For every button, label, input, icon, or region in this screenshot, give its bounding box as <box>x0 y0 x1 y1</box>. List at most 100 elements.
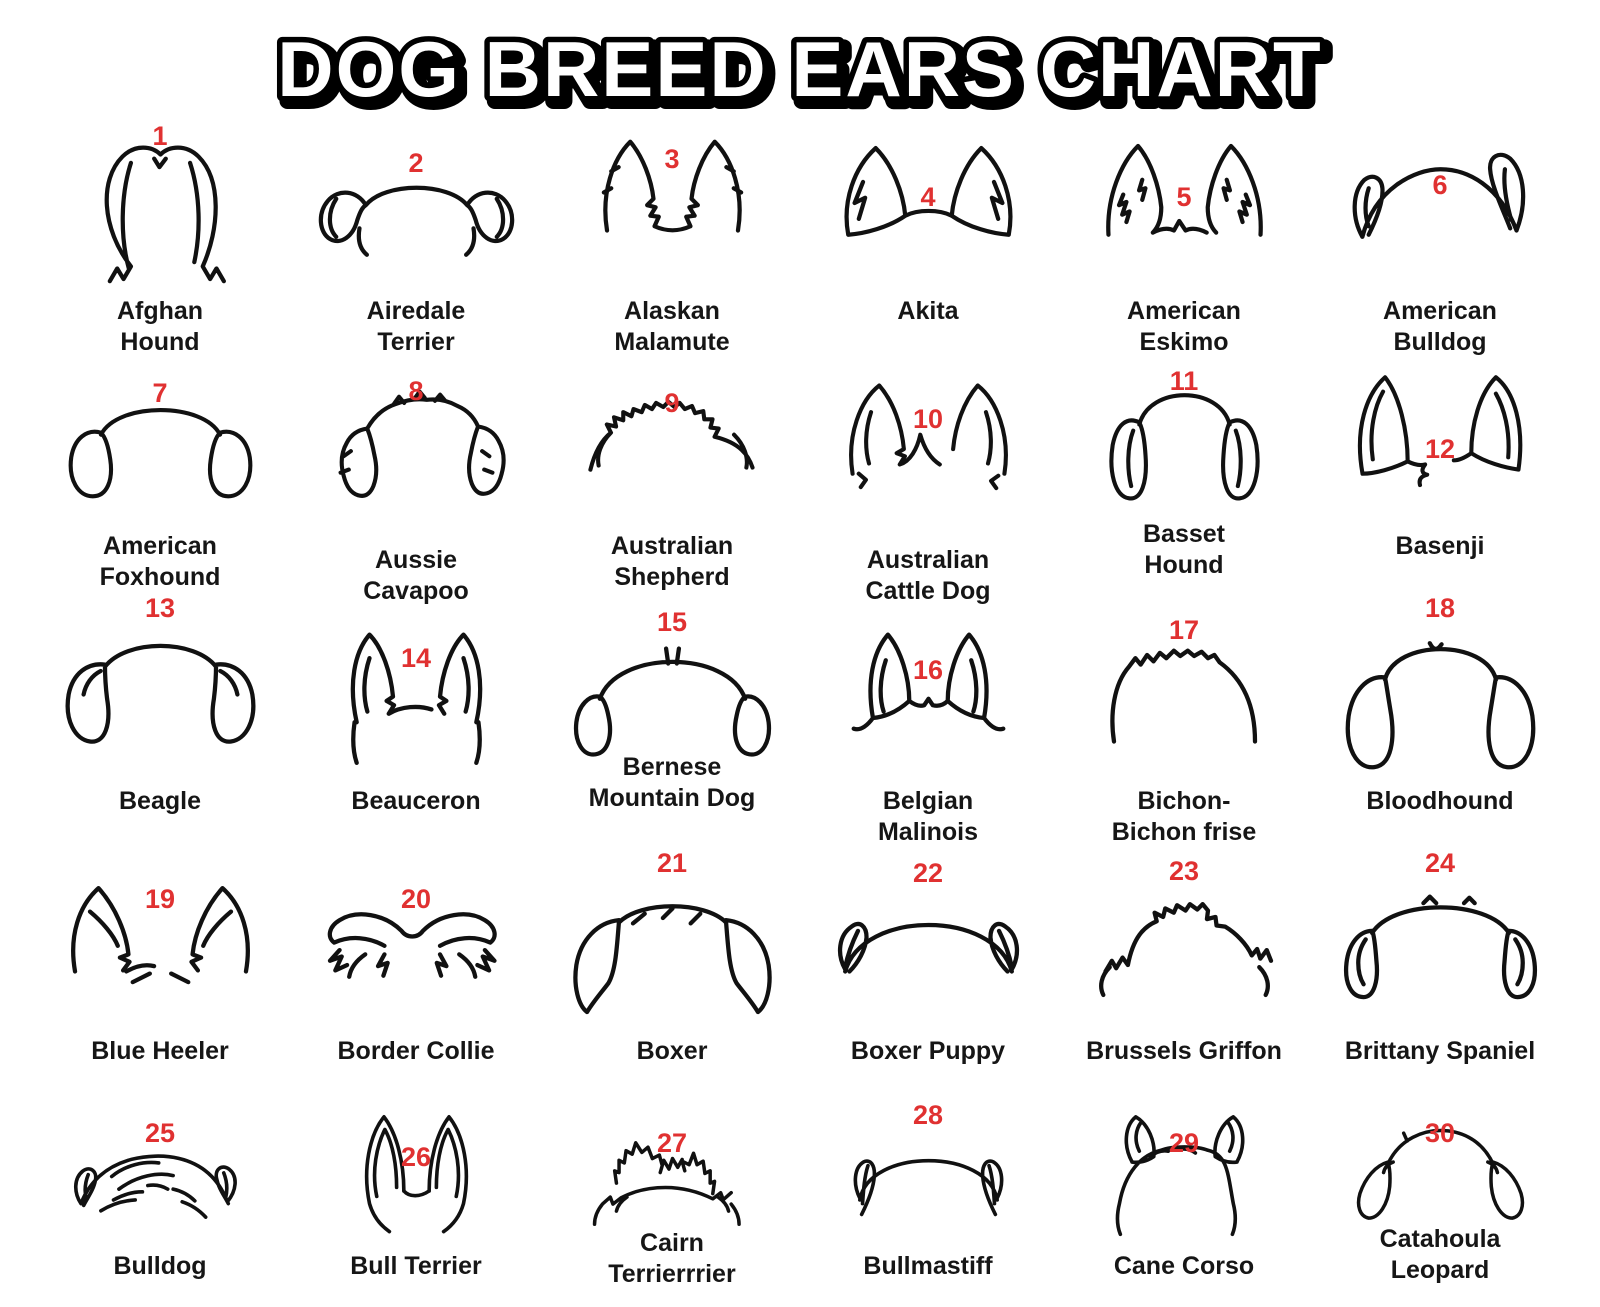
breed-cell-american-eskimo: 5 American Eskimo <box>1059 120 1309 360</box>
ear-illustration-box <box>35 360 285 531</box>
breed-cell-american-foxhound: 7 American Foxhound <box>35 360 285 595</box>
ear-illustration-box <box>291 595 541 786</box>
breed-number: 20 <box>400 884 432 914</box>
ear-illustration-box <box>803 360 1053 531</box>
breed-number: 16 <box>912 655 944 685</box>
breed-cell-blue-heeler: 19 Blue Heeler <box>35 850 285 1100</box>
breed-number: 14 <box>400 643 432 673</box>
breed-number: 19 <box>144 884 176 914</box>
breed-label: Blue Heeler <box>91 1037 229 1065</box>
breed-label: Boxer <box>636 1037 708 1065</box>
breed-cell-alaskan-malamute: 3 Alaskan Malamute <box>547 120 797 360</box>
breed-number: 22 <box>912 858 944 888</box>
breed-cell-airedale-terrier: 2 Airedale Terrier <box>291 120 541 360</box>
breed-label: Aussie Cavapoo <box>363 546 469 605</box>
breed-number: 23 <box>1168 856 1200 886</box>
breed-label: Afghan Hound <box>116 297 204 356</box>
breed-number: 9 <box>664 388 680 418</box>
ear-illustration-box <box>803 850 1053 1036</box>
breed-label: Catahoula Leopard <box>1379 1225 1501 1284</box>
breed-cell-border-collie: 20 Border Collie <box>291 850 541 1100</box>
breed-label: Brussels Griffon <box>1086 1037 1282 1065</box>
basset-hound-ears-icon <box>1108 393 1260 501</box>
breed-cell-basenji: 12 Basenji <box>1315 360 1565 595</box>
breed-number: 15 <box>656 607 688 637</box>
breed-label: Boxer Puppy <box>850 1037 1006 1065</box>
ear-illustration-box <box>35 595 285 786</box>
ear-illustration-box <box>547 850 797 1036</box>
page-title-art: DOG BREED EARS CHART DOG BREED EARS CHAR… <box>272 22 1334 122</box>
catahoula-leopard-ears-icon <box>1356 1128 1524 1220</box>
breed-number: 8 <box>408 376 424 406</box>
breed-label: Beauceron <box>351 787 481 815</box>
breed-number: 10 <box>912 404 944 434</box>
breed-number: 29 <box>1168 1128 1200 1158</box>
breed-number: 12 <box>1424 434 1456 464</box>
breed-label: Akita <box>897 297 959 325</box>
breed-label: Bullmastiff <box>863 1251 993 1280</box>
breed-label: American Bulldog <box>1383 297 1497 356</box>
ear-illustration-box <box>1315 1100 1565 1246</box>
breed-number: 7 <box>152 378 168 408</box>
ear-illustration-box <box>1059 1100 1309 1251</box>
ear-illustration-box <box>547 120 797 296</box>
american-eskimo-ears-icon <box>1105 143 1263 237</box>
ear-illustration-box <box>1315 360 1565 531</box>
breed-label: Bull Terrier <box>350 1251 482 1280</box>
breed-number: 21 <box>656 848 688 878</box>
ear-illustration-box <box>803 1100 1053 1251</box>
ear-illustration-box <box>803 595 1053 786</box>
breed-label: Basset Hound <box>1143 520 1225 579</box>
afghan-hound-ears-icon <box>104 145 226 284</box>
breed-label: Australian Shepherd <box>610 532 734 591</box>
blue-heeler-ears-icon <box>70 886 250 985</box>
breed-number: 28 <box>912 1100 944 1130</box>
ear-illustration-box <box>291 360 541 531</box>
breed-number: 1 <box>152 121 168 151</box>
breed-label: Border Collie <box>337 1037 495 1065</box>
breed-cell-akita: 4 Akita <box>803 120 1053 360</box>
breed-cell-bloodhound: 18 Bloodhound <box>1315 595 1565 850</box>
australian-cattle-dog-ears-icon <box>848 383 1008 490</box>
breed-label: Bloodhound <box>1366 787 1514 815</box>
ear-illustration-box <box>35 850 285 1036</box>
boxer-ears-icon <box>572 904 772 1015</box>
bichon-frise-ears-icon <box>1109 648 1257 744</box>
breed-label: Australian Cattle Dog <box>865 546 991 605</box>
breed-number: 2 <box>408 148 424 178</box>
breed-number: 18 <box>1424 593 1456 623</box>
bernese-mountain-dog-ears-icon <box>573 646 771 757</box>
bloodhound-ears-icon <box>1345 640 1535 769</box>
breed-cell-beagle: 13 Beagle <box>35 595 285 850</box>
ear-illustration-box <box>1315 595 1565 786</box>
beagle-ears-icon <box>65 643 255 744</box>
breed-cell-basset-hound: 11 Basset Hound <box>1059 360 1309 595</box>
belgian-malinois-ears-icon <box>851 632 1005 731</box>
bulldog-ears-icon <box>73 1154 237 1219</box>
breed-label: Brittany Spaniel <box>1344 1037 1536 1065</box>
breed-label: Cairn Terrierrrier <box>608 1229 736 1288</box>
ear-illustration-box <box>1315 850 1565 1036</box>
airedale-terrier-ears-icon <box>318 185 514 257</box>
breed-label: Bernese Mountain Dog <box>588 753 756 812</box>
breed-number: 13 <box>144 593 176 623</box>
breed-cell-belgian-malinois: 16 Belgian Malinois <box>803 595 1053 850</box>
brussels-griffon-ears-icon <box>1098 902 1273 998</box>
breed-number: 3 <box>664 144 680 174</box>
cairn-terrier-ears-icon <box>592 1140 741 1226</box>
akita-ears-icon <box>844 146 1012 237</box>
breed-cell-bullmastiff: 28 Bullmastiff <box>803 1100 1053 1307</box>
breed-label: Basenji <box>1395 532 1485 560</box>
breed-cell-boxer: 21 Boxer <box>547 850 797 1100</box>
breed-cell-boxer-puppy: 22 Boxer Puppy <box>803 850 1053 1100</box>
breed-label: Cane Corso <box>1113 1251 1255 1280</box>
ear-illustration-box <box>547 1100 797 1246</box>
ear-illustration-box <box>1315 120 1565 296</box>
australian-shepherd-ears-icon <box>587 399 755 472</box>
breed-cell-brussels-griffon: 23 Brussels Griffon <box>1059 850 1309 1100</box>
breed-label: Airedale Terrier <box>366 297 466 356</box>
breed-cell-american-bulldog: 6 American Bulldog <box>1315 120 1565 360</box>
breed-label: American Eskimo <box>1127 297 1241 356</box>
breed-cell-catahoula-leopard: 30 Catahoula Leopard <box>1315 1100 1565 1307</box>
